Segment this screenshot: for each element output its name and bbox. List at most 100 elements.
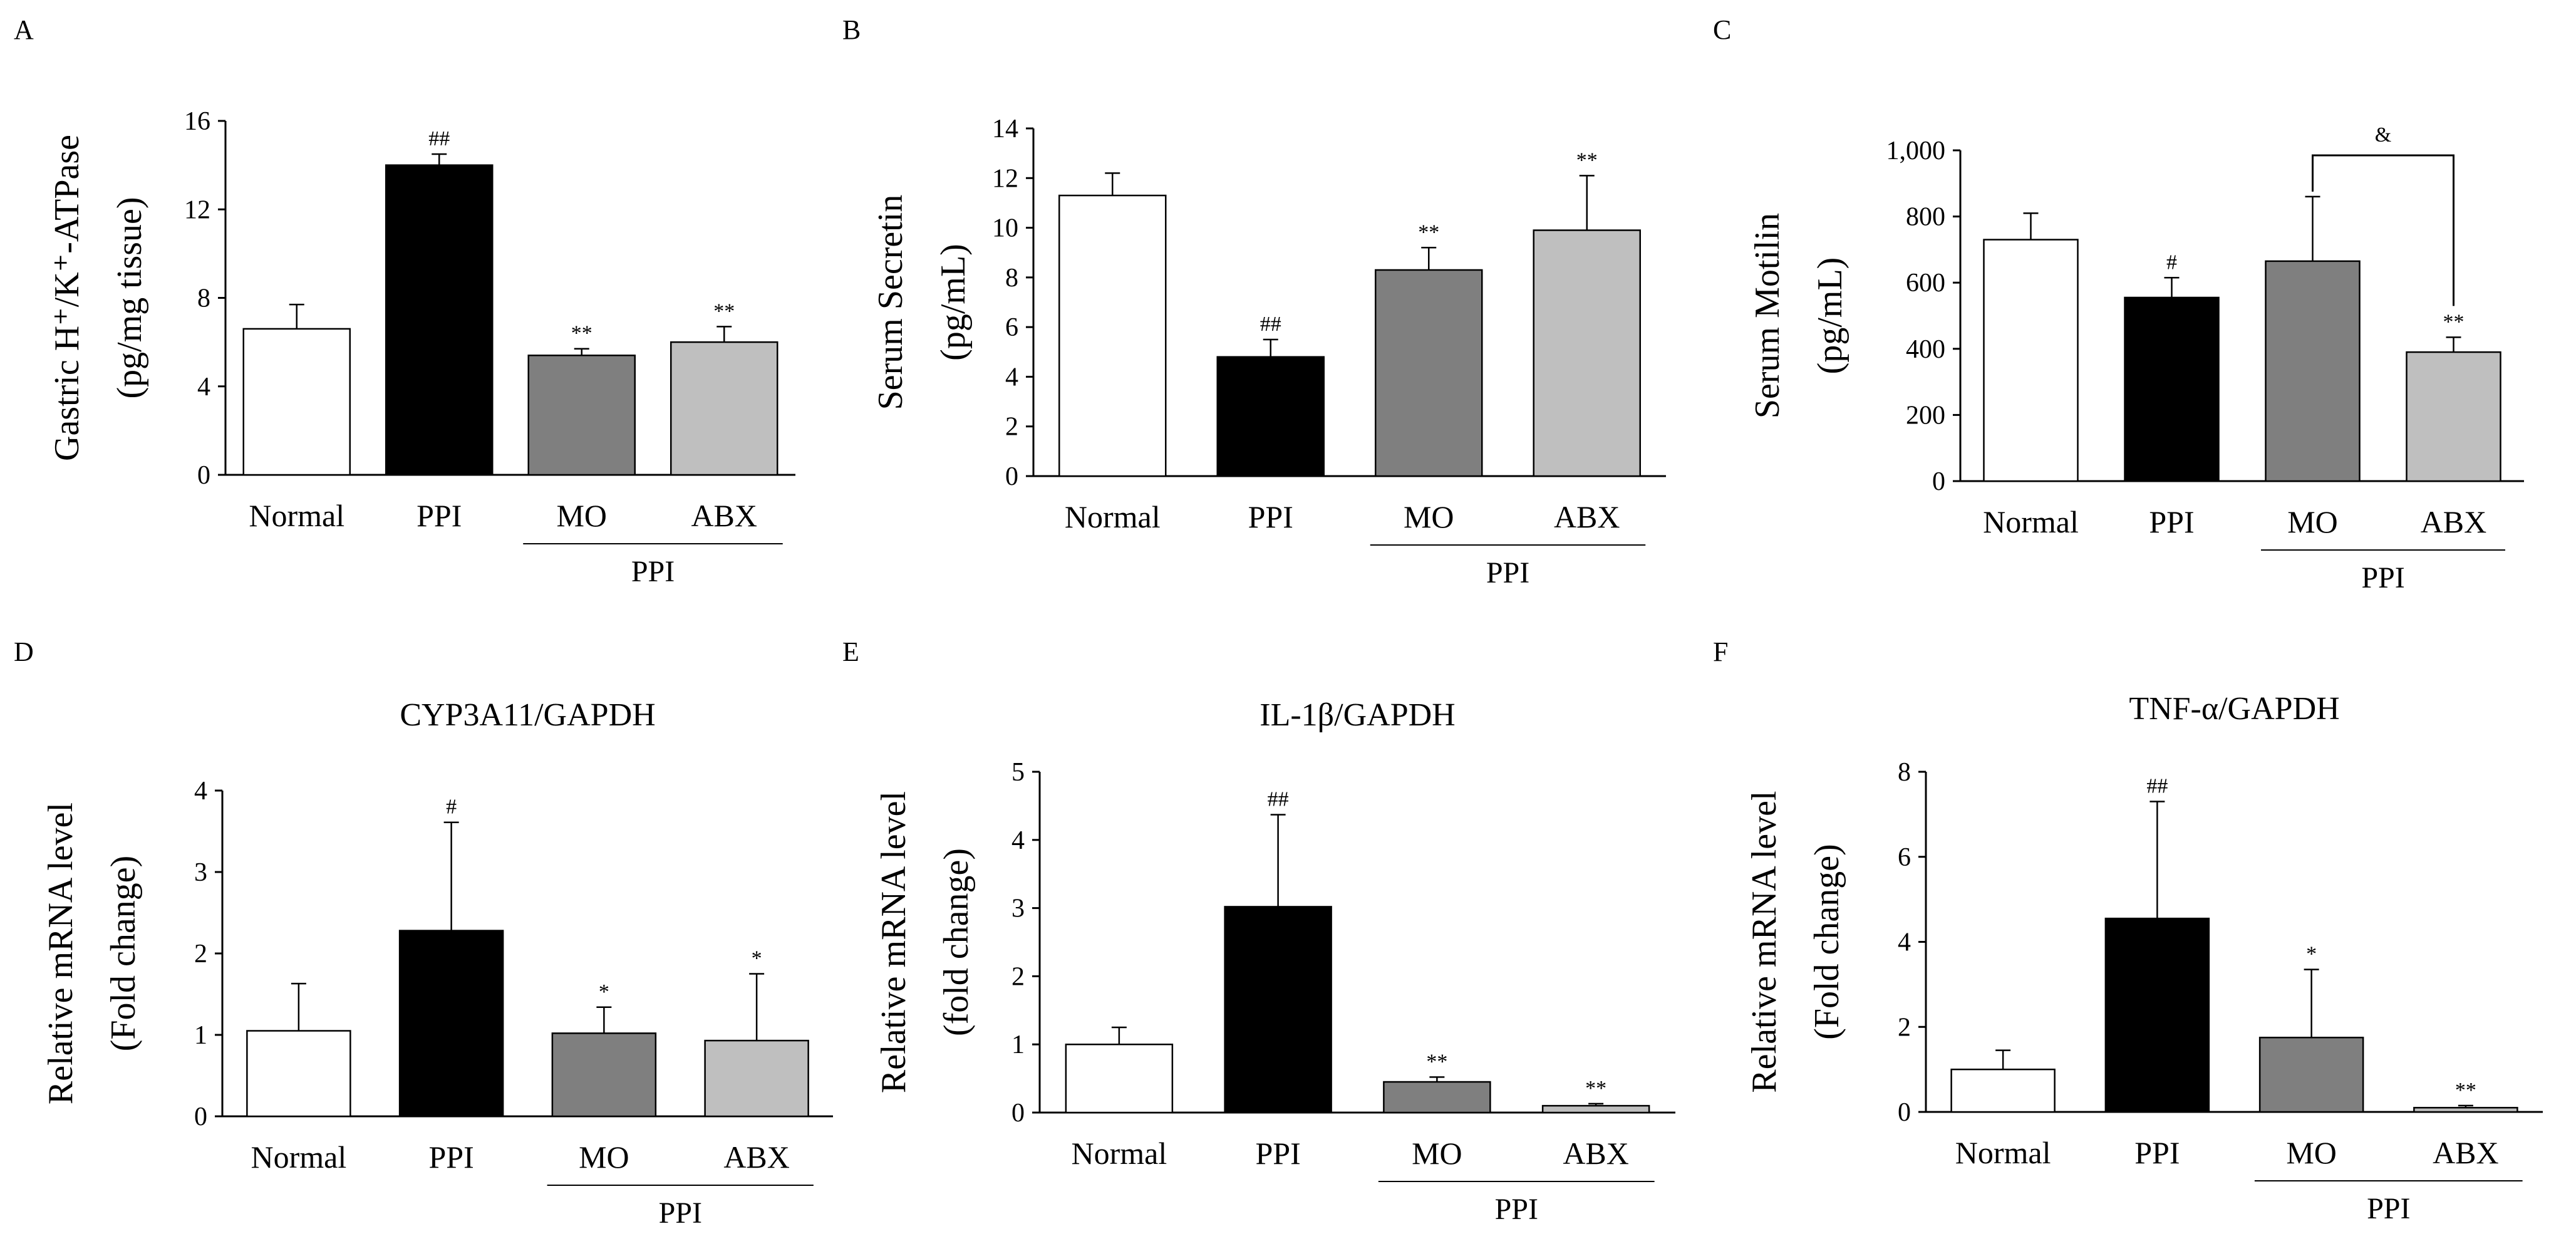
- x-tick-label: PPI: [416, 498, 462, 533]
- x-tick-label: MO: [1404, 499, 1454, 534]
- significance-label: ##: [428, 127, 450, 150]
- significance-label: **: [713, 299, 735, 323]
- y-tick-label: 0: [197, 461, 210, 490]
- y-axis-label: Serum Motilin: [1748, 213, 1787, 418]
- y-tick-label: 200: [1906, 401, 1945, 430]
- group-label: PPI: [659, 1196, 702, 1230]
- y-axis-label: Relative mRNA level: [41, 802, 80, 1104]
- y-tick-label: 3: [1011, 895, 1025, 923]
- y-tick-label: 8: [1005, 264, 1018, 293]
- group-label: PPI: [2367, 1192, 2410, 1225]
- y-tick-label: 800: [1906, 203, 1945, 232]
- bar-ppi: [398, 930, 504, 1118]
- y-tick-label: 16: [184, 107, 210, 136]
- x-tick-label: MO: [1412, 1136, 1462, 1171]
- y-axis-label: (Fold change): [1808, 844, 1846, 1040]
- x-tick-label: ABX: [691, 498, 757, 533]
- group-label: PPI: [631, 555, 675, 588]
- chart-panel-b: B 0 2 4 6 8 10 12 14 Serum Secretin (pg/mL) Normal #…: [842, 14, 1666, 589]
- chart-title: IL-1β/GAPDH: [1260, 697, 1455, 733]
- y-tick-label: 8: [1898, 758, 1911, 787]
- y-axis-label: Relative mRNA level: [1745, 791, 1784, 1093]
- y-tick-label: 1: [194, 1021, 207, 1050]
- significance-label: ##: [2146, 775, 2168, 798]
- x-tick-label: Normal: [1065, 499, 1161, 534]
- y-tick-label: 2: [194, 940, 207, 968]
- y-tick-label: 0: [1011, 1099, 1025, 1128]
- bar-ppi: [1216, 356, 1325, 477]
- bar-mo: [2258, 1036, 2364, 1113]
- y-tick-label: 4: [1005, 363, 1018, 392]
- y-tick-label: 0: [194, 1103, 207, 1131]
- group-label: PPI: [1495, 1193, 1538, 1226]
- y-tick-label: 0: [1932, 467, 1945, 496]
- y-tick-label: 5: [1011, 758, 1025, 787]
- panel-letter: E: [842, 636, 859, 667]
- bar-normal: [242, 328, 351, 476]
- significance-label: **: [571, 322, 592, 345]
- bar-abx: [1533, 229, 1641, 477]
- x-tick-label: PPI: [2134, 1135, 2180, 1170]
- x-tick-label: MO: [2286, 1135, 2337, 1170]
- bar-mo: [2265, 260, 2361, 482]
- bar-mo: [1375, 269, 1483, 477]
- significance-label: *: [752, 947, 762, 970]
- y-tick-label: 600: [1906, 269, 1945, 298]
- significance-label: *: [599, 980, 609, 1004]
- chart-panel-a: A 0 4 8 12 16 Gastric H⁺/K⁺-ATPase (pg/mg tissu…: [14, 14, 795, 588]
- y-axis-label: (Fold change): [104, 856, 143, 1052]
- x-tick-label: Normal: [1983, 504, 2079, 539]
- y-tick-label: 12: [992, 164, 1018, 193]
- panel-letter: C: [1713, 14, 1731, 45]
- comparison-bracket: [2312, 154, 2454, 306]
- x-tick-label: MO: [556, 498, 607, 533]
- y-tick-label: 2: [1005, 413, 1018, 442]
- chart-title: TNF-α/GAPDH: [2129, 691, 2339, 727]
- y-tick-label: 0: [1005, 462, 1018, 491]
- x-tick-label: PPI: [428, 1139, 473, 1175]
- bar-mo: [527, 355, 636, 476]
- significance-label: **: [1426, 1050, 1447, 1073]
- y-axis-label: (pg/mg tissue): [110, 197, 149, 399]
- y-tick-label: 2: [1011, 962, 1025, 991]
- y-axis-label: Serum Secretin: [871, 195, 910, 410]
- x-tick-label: Normal: [251, 1139, 347, 1175]
- y-tick-label: 10: [992, 214, 1018, 243]
- bar-normal: [246, 1030, 351, 1118]
- y-tick-label: 3: [194, 858, 207, 887]
- x-tick-label: ABX: [2421, 504, 2487, 539]
- significance-label: #: [2166, 251, 2177, 274]
- x-tick-label: MO: [579, 1139, 629, 1175]
- significance-label: **: [2443, 310, 2465, 333]
- y-tick-label: 1: [1011, 1030, 1025, 1059]
- y-axis-label: (pg/mL): [1811, 257, 1849, 375]
- bar-abx: [1541, 1104, 1650, 1114]
- bar-ppi: [2104, 917, 2210, 1113]
- y-tick-label: 2: [1898, 1013, 1911, 1042]
- group-label: PPI: [1486, 556, 1529, 589]
- x-tick-label: MO: [2287, 504, 2338, 539]
- bar-mo: [551, 1032, 657, 1118]
- x-tick-label: Normal: [249, 498, 344, 533]
- bar-mo: [1383, 1081, 1491, 1114]
- bar-ppi: [1224, 906, 1332, 1114]
- y-tick-label: 4: [1011, 826, 1025, 855]
- chart-panel-c: C 0 200 400 600 800 1,000 Serum Motilin (pg/mL) N…: [1713, 14, 2524, 594]
- group-label: PPI: [2361, 561, 2404, 594]
- bracket-label: &: [2375, 123, 2391, 147]
- bar-ppi: [385, 164, 494, 476]
- y-tick-label: 6: [1005, 313, 1018, 342]
- y-axis-label: Gastric H⁺/K⁺-ATPase: [48, 135, 86, 461]
- y-tick-label: 0: [1898, 1098, 1911, 1127]
- panel-letter: B: [842, 14, 861, 45]
- significance-label: **: [1418, 221, 1439, 244]
- bar-abx: [2413, 1106, 2518, 1113]
- significance-label: ##: [1260, 313, 1281, 336]
- bar-abx: [704, 1039, 809, 1118]
- panel-letter: D: [14, 636, 34, 667]
- x-tick-label: PPI: [2149, 504, 2194, 539]
- x-tick-label: Normal: [1955, 1135, 2051, 1170]
- bar-normal: [1950, 1068, 2056, 1113]
- significance-label: **: [1576, 148, 1598, 172]
